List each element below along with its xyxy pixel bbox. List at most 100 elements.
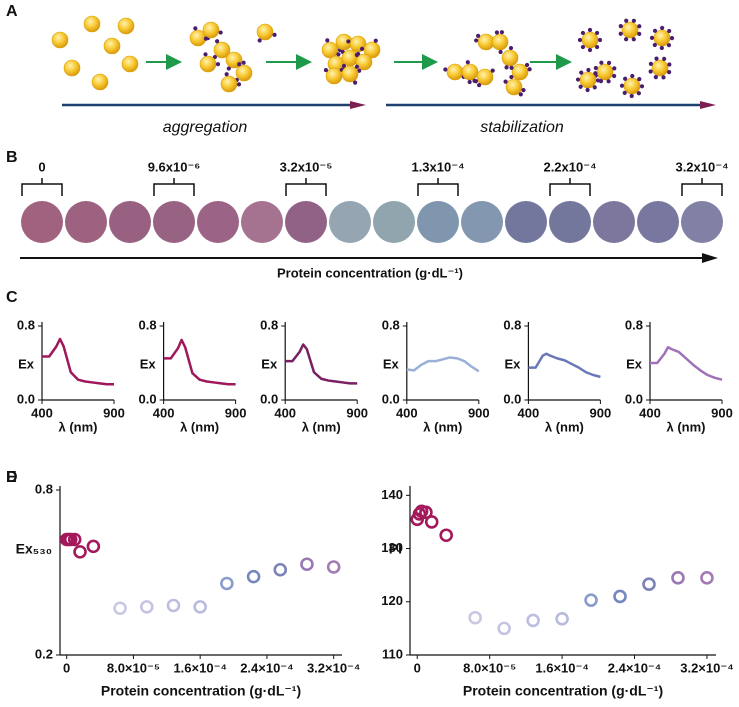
protein: [474, 38, 479, 43]
y-tick-label: 0.0: [139, 391, 157, 406]
bracket: [417, 178, 459, 196]
chart: 0.0 0.8 400 900 Ex λ (nm): [382, 317, 490, 434]
protein: [599, 60, 604, 65]
well: [21, 201, 63, 243]
protein: [594, 44, 600, 50]
chart: 0.0 0.8 400 900 Ex λ (nm): [625, 317, 733, 434]
x-axis-label: Protein concentration (g·dL⁻¹): [101, 683, 301, 699]
well: [153, 201, 195, 243]
axis-label: Protein concentration (g·dL⁻¹): [277, 265, 463, 280]
protein: [257, 38, 262, 43]
y-tick-label: 110: [382, 646, 403, 661]
x-tick-label: 400: [31, 405, 53, 420]
y-axis-label: Ex: [140, 356, 157, 371]
protein: [637, 31, 642, 36]
caption: stabilization: [480, 119, 564, 136]
y-axis-label: Ex: [504, 356, 521, 371]
protein: [593, 65, 598, 71]
protein: [622, 90, 627, 95]
well: [197, 201, 239, 243]
well: [285, 201, 327, 243]
nanoparticle: [235, 64, 253, 82]
concentration-label: 9.6x10⁻⁶: [148, 159, 201, 174]
x-tick-label: 900: [346, 405, 368, 420]
panel-label: A: [6, 3, 18, 20]
protein: [587, 27, 593, 33]
nanoparticle: [103, 37, 121, 55]
protein: [218, 30, 223, 35]
data-point: [166, 598, 181, 613]
protein: [593, 71, 598, 76]
x-tick-label: 400: [518, 405, 540, 420]
arrow-head: [350, 101, 366, 109]
y-tick-label: 0.0: [17, 391, 35, 406]
bracket: [285, 178, 327, 196]
y-tick-label: 140: [381, 487, 403, 502]
protein: [473, 79, 479, 84]
nanoparticle: [321, 41, 339, 59]
well: [461, 201, 503, 243]
x-tick-label: 3.2×10⁻⁴: [307, 660, 360, 675]
nanoparticle: [596, 63, 614, 81]
protein: [585, 87, 590, 93]
well: [241, 201, 283, 243]
x-axis-label: λ (nm): [302, 419, 341, 434]
data-point: [468, 610, 482, 625]
protein: [631, 37, 636, 42]
protein: [661, 75, 666, 80]
protein: [666, 70, 672, 75]
protein: [241, 60, 246, 65]
protein: [443, 67, 448, 72]
well: [681, 201, 723, 243]
protein: [639, 84, 645, 89]
protein: [578, 84, 583, 89]
protein: [527, 67, 532, 72]
panel-label: B: [6, 149, 18, 166]
protein: [272, 32, 277, 37]
well: [417, 201, 459, 243]
protein: [618, 31, 623, 36]
protein: [477, 82, 482, 88]
x-tick-label: 900: [590, 405, 612, 420]
nanoparticle: [63, 59, 81, 77]
data-point: [220, 576, 234, 591]
protein: [494, 30, 500, 35]
y-axis-label: Ex: [626, 356, 643, 371]
well: [65, 201, 107, 243]
protein: [660, 25, 665, 31]
nanoparticle: [476, 68, 494, 86]
protein: [193, 26, 198, 31]
well: [373, 201, 415, 243]
bracket: [21, 178, 63, 196]
protein: [357, 68, 362, 73]
y-axis-label: Ex₅₃₀: [16, 541, 52, 557]
bracket: [549, 178, 591, 196]
x-tick-label: 3.2×10⁻⁴: [680, 660, 733, 675]
x-tick-label: 8.0×10⁻⁵: [107, 660, 160, 675]
y-axis-label: Ex: [383, 356, 400, 371]
protein: [619, 83, 625, 88]
protein: [631, 18, 636, 23]
protein: [594, 30, 600, 36]
x-axis-label: Protein concentration (g·dL⁻¹): [463, 683, 663, 699]
protein: [575, 77, 581, 82]
nanoparticle: [341, 49, 359, 67]
concentration-label: 1.3x10⁻⁴: [411, 159, 464, 174]
data-point: [671, 571, 685, 585]
protein: [623, 76, 628, 81]
y-axis-label: Ex: [18, 356, 35, 371]
y-tick-label: 0.0: [503, 391, 521, 406]
data-point: [419, 505, 433, 520]
nanoparticle: [91, 73, 109, 91]
nanoparticle: [355, 53, 373, 71]
data-point: [67, 532, 82, 547]
y-tick-label: 0.8: [17, 317, 35, 332]
protein: [346, 39, 351, 44]
nanoparticle: [83, 15, 101, 33]
data-point: [424, 515, 439, 529]
x-tick-label: 900: [103, 405, 125, 420]
protein: [212, 54, 218, 60]
protein: [203, 36, 209, 41]
chart: 0.0 0.8 400 900 Ex λ (nm): [503, 317, 611, 434]
data-point: [73, 545, 87, 559]
